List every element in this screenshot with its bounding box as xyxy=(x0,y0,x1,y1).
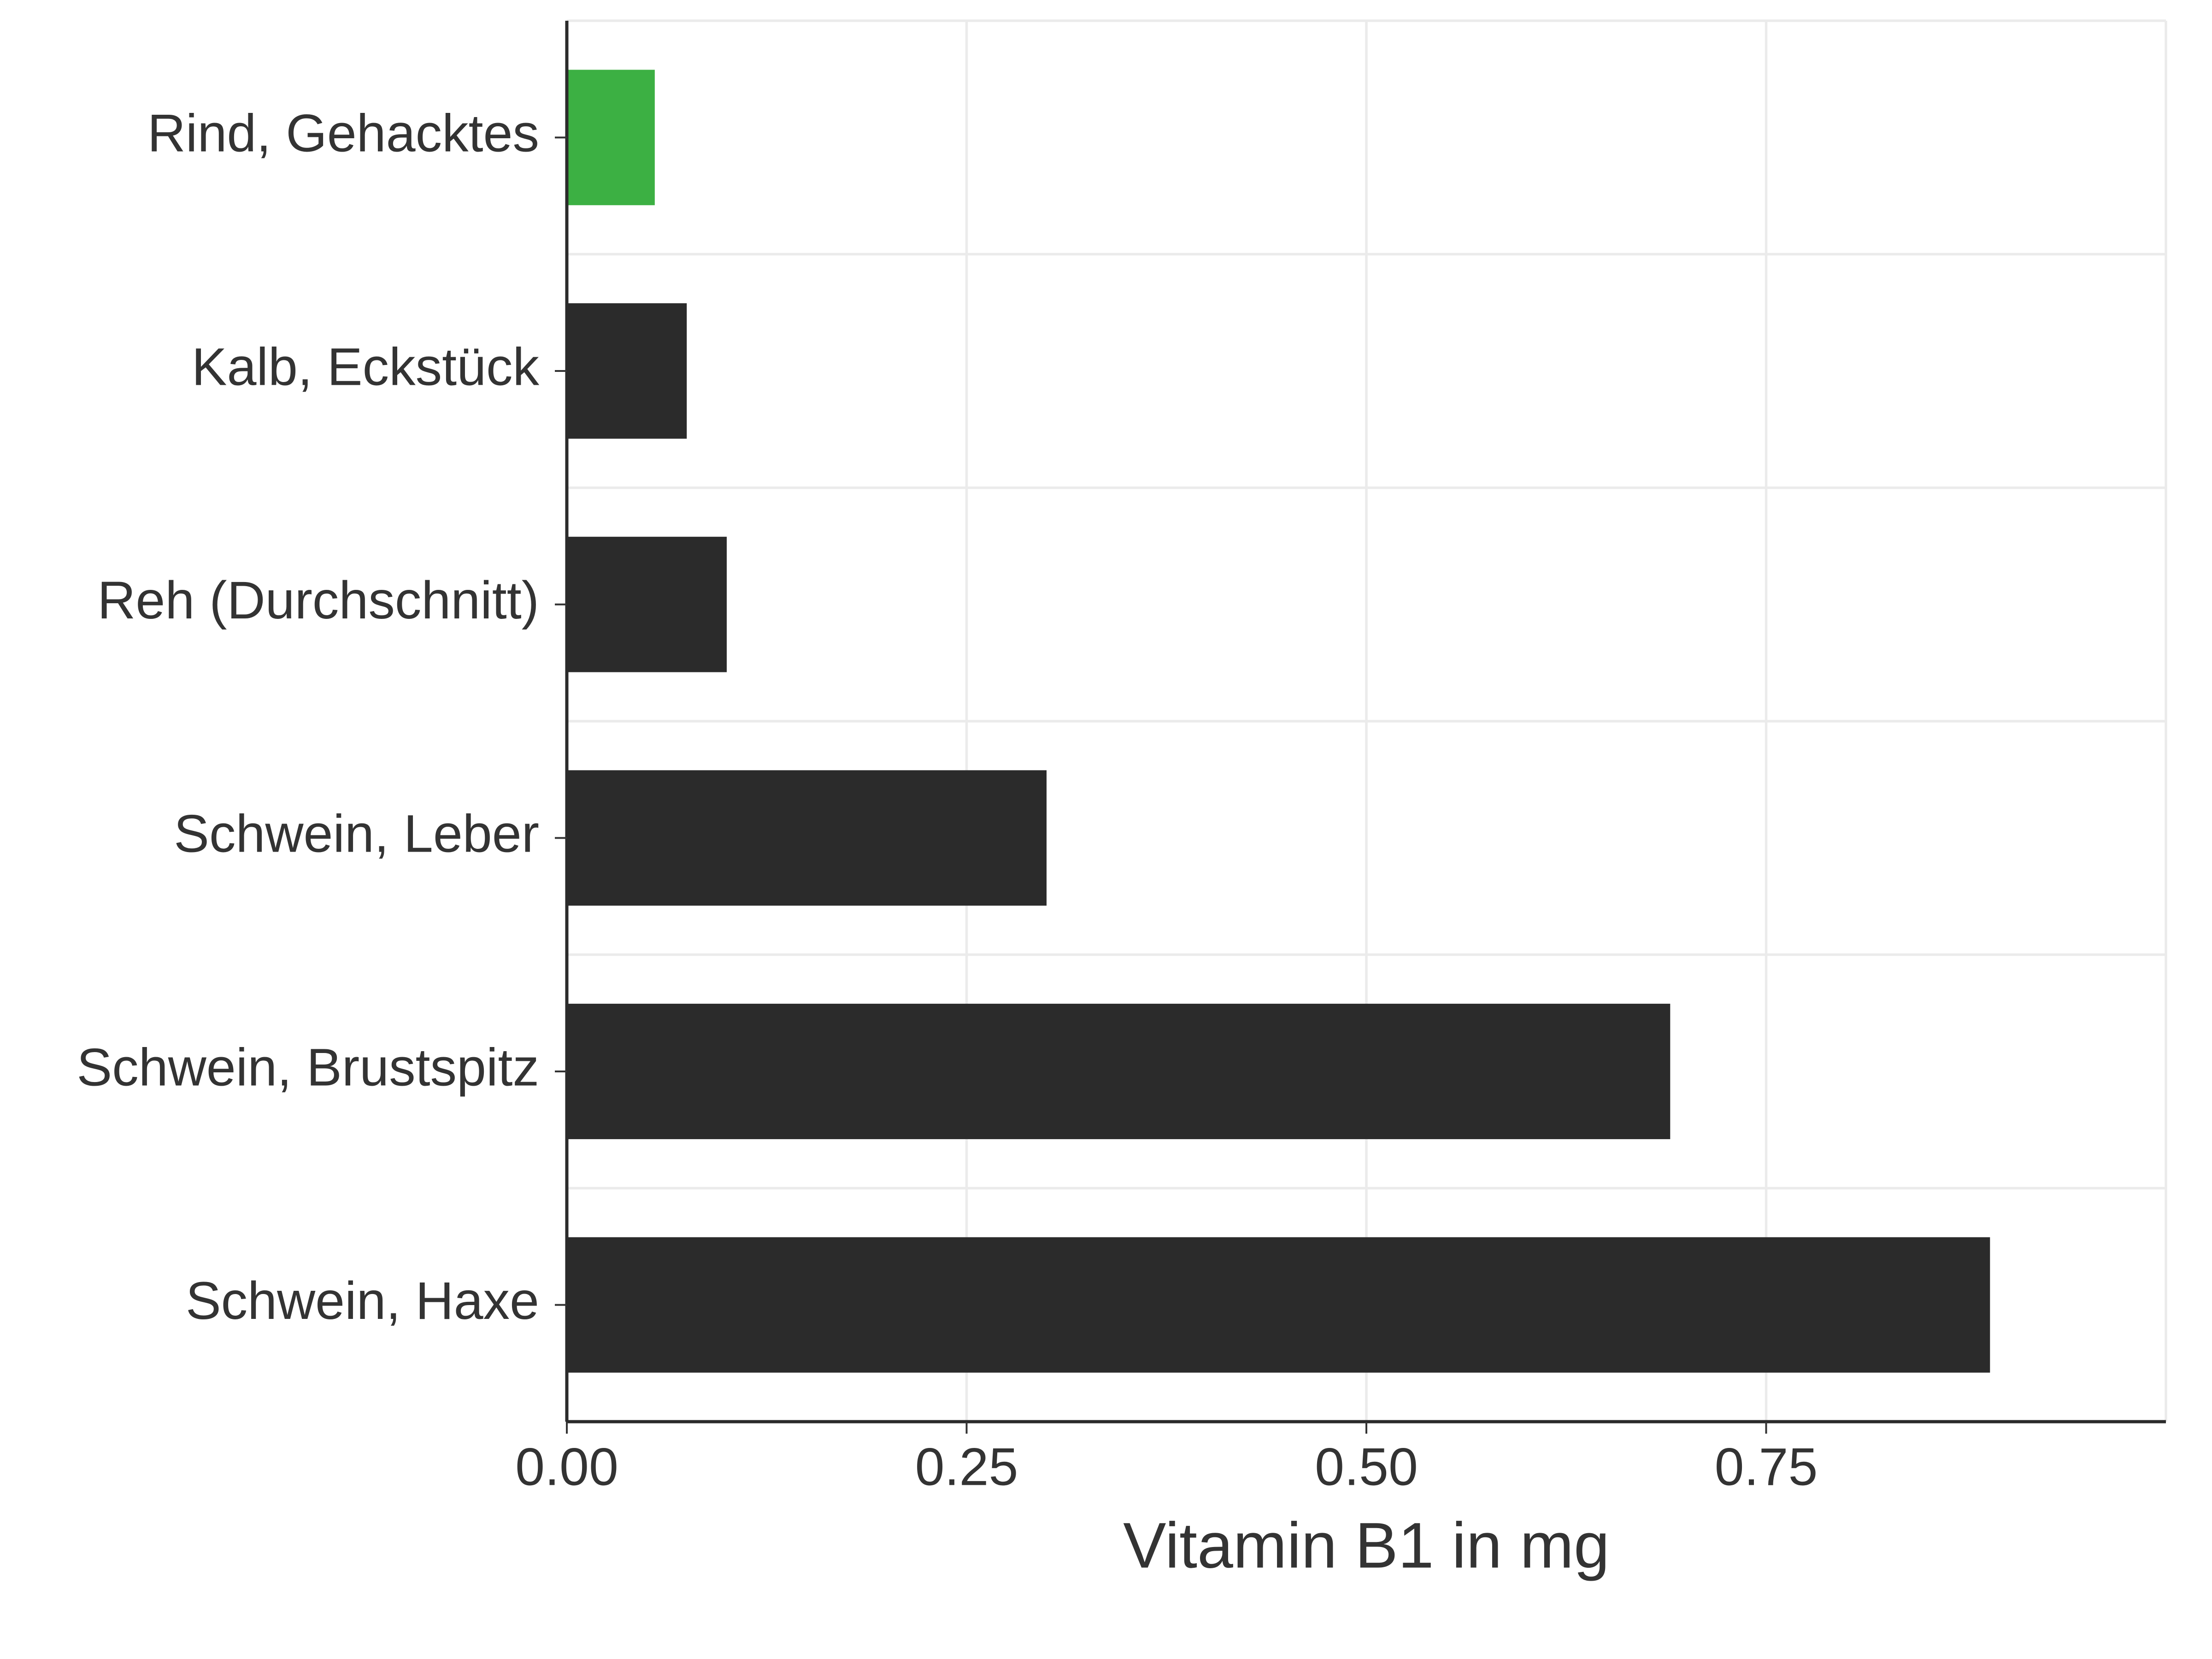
bar-chart: 0.00 0.25 0.50 0.75 Rind, Gehacktes Kalb, Eck… xyxy=(0,0,2212,1659)
bar xyxy=(567,770,1047,906)
y-tick-label: Rind, Gehacktes xyxy=(147,104,539,163)
y-tick-label: Kalb, Eckstück xyxy=(192,337,540,396)
x-tick-label: 0.50 xyxy=(1315,1437,1418,1496)
x-axis-title: Vitamin B1 in mg xyxy=(1123,1509,1610,1582)
x-tick-label: 0.75 xyxy=(1715,1437,1818,1496)
bar xyxy=(567,70,655,205)
y-tick-label: Schwein, Brustspitz xyxy=(77,1038,539,1097)
bar xyxy=(567,303,687,439)
y-tick-label: Reh (Durchschnitt) xyxy=(97,571,539,630)
y-tick-label: Schwein, Leber xyxy=(174,805,539,864)
x-tick-label: 0.00 xyxy=(515,1437,618,1496)
bar xyxy=(567,537,727,672)
x-tick-label: 0.25 xyxy=(915,1437,1018,1496)
bar xyxy=(567,1237,1990,1373)
y-tick-label: Schwein, Haxe xyxy=(186,1271,539,1330)
bar xyxy=(567,1004,1670,1139)
chart-container: 0.00 0.25 0.50 0.75 Rind, Gehacktes Kalb, Eck… xyxy=(0,0,2212,1659)
